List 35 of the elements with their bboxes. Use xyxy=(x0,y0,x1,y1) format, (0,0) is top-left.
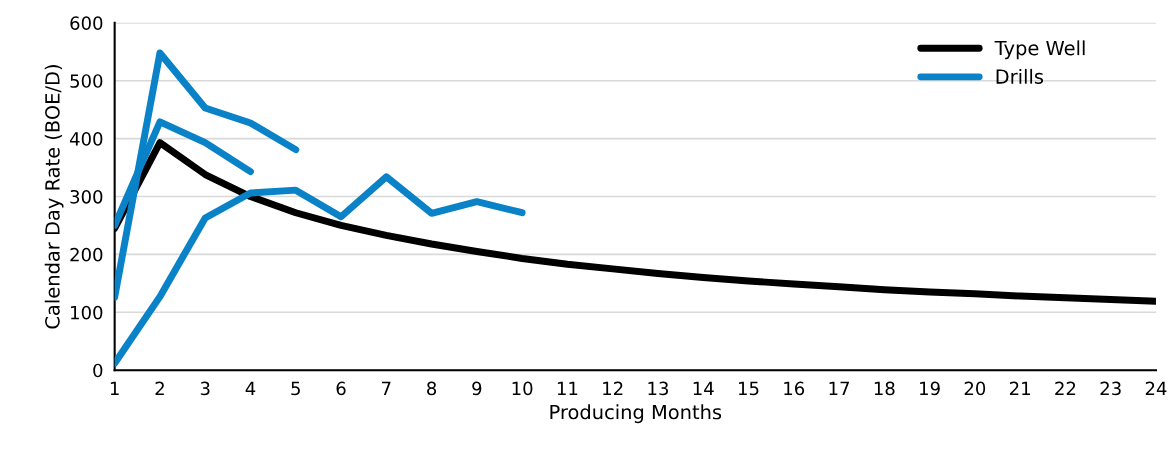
x-tick-label: 2 xyxy=(155,381,164,395)
x-tick-label: 10 xyxy=(512,381,533,396)
y-tick-label: 100 xyxy=(71,305,103,320)
y-tick-label: 0 xyxy=(93,363,103,378)
legend-label: Type Well xyxy=(994,40,1085,60)
y-tick-label: 500 xyxy=(70,74,103,88)
x-axis-title: Producing Months xyxy=(550,404,722,424)
x-tick-label: 20 xyxy=(964,381,986,396)
x-tick-label: 23 xyxy=(1100,381,1121,396)
x-tick-label: 14 xyxy=(693,381,714,395)
x-tick-label: 19 xyxy=(920,381,940,396)
x-tick-label: 18 xyxy=(874,381,895,396)
y-tick-label: 200 xyxy=(70,247,103,262)
x-tick-label: 12 xyxy=(603,381,623,395)
x-tick-label: 24 xyxy=(1145,381,1167,395)
x-tick-label: 11 xyxy=(557,381,578,395)
x-tick-label: 21 xyxy=(1009,381,1030,395)
x-tick-label: 13 xyxy=(648,381,668,396)
x-tick-label: 4 xyxy=(245,381,256,395)
y-tick-label: 300 xyxy=(70,189,103,204)
y-tick-label: 400 xyxy=(69,132,103,146)
x-tick-label: 9 xyxy=(472,381,482,396)
legend-label: Drills xyxy=(996,68,1044,84)
x-tick-label: 22 xyxy=(1055,381,1076,395)
y-tick-label: 600 xyxy=(70,16,103,30)
x-tick-label: 17 xyxy=(829,381,849,395)
x-tick-label: 7 xyxy=(382,381,391,395)
x-tick-label: 5 xyxy=(291,381,300,396)
x-tick-label: 1 xyxy=(110,381,119,395)
x-tick-label: 15 xyxy=(738,381,759,396)
x-tick-label: 6 xyxy=(336,381,346,396)
x-tick-label: 8 xyxy=(427,381,437,396)
y-axis-title: Calendar Day Rate (BOE/D) xyxy=(44,65,64,329)
x-tick-label: 16 xyxy=(784,381,805,396)
x-tick-label: 3 xyxy=(200,381,210,396)
